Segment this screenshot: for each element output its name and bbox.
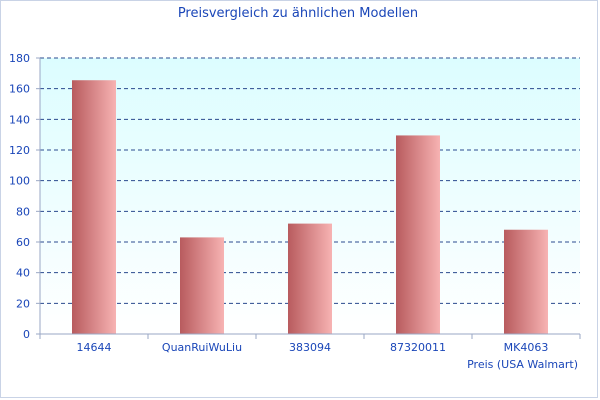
y-tick-label: 0 (23, 328, 30, 341)
y-axis-ticks: 0 20 40 60 80 100 120 140 160 180 (9, 52, 40, 341)
bars (72, 80, 548, 334)
x-tick-label: MK4063 (504, 341, 549, 354)
y-tick-label: 100 (9, 175, 30, 188)
bar (288, 223, 332, 334)
y-tick-label: 140 (9, 113, 30, 126)
x-axis-ticks: 14644 QuanRuiWuLiu 383094 87320011 MK4063 (39, 334, 581, 354)
bar (180, 237, 224, 334)
x-tick-label: 87320011 (390, 341, 446, 354)
x-tick-label: QuanRuiWuLiu (162, 341, 242, 354)
bar (396, 135, 440, 334)
x-tick-label: 383094 (289, 341, 331, 354)
y-tick-label: 40 (16, 267, 30, 280)
bar (504, 229, 548, 334)
y-tick-label: 60 (16, 236, 30, 249)
bar (72, 80, 116, 334)
y-tick-label: 80 (16, 205, 30, 218)
y-tick-label: 180 (9, 52, 30, 65)
y-tick-label: 160 (9, 83, 30, 96)
y-tick-label: 120 (9, 144, 30, 157)
chart-title: Preisvergleich zu ähnlichen Modellen (178, 6, 418, 21)
x-axis-label: Preis (USA Walmart) (467, 358, 578, 371)
y-tick-label: 20 (16, 297, 30, 310)
x-tick-label: 14644 (77, 341, 112, 354)
